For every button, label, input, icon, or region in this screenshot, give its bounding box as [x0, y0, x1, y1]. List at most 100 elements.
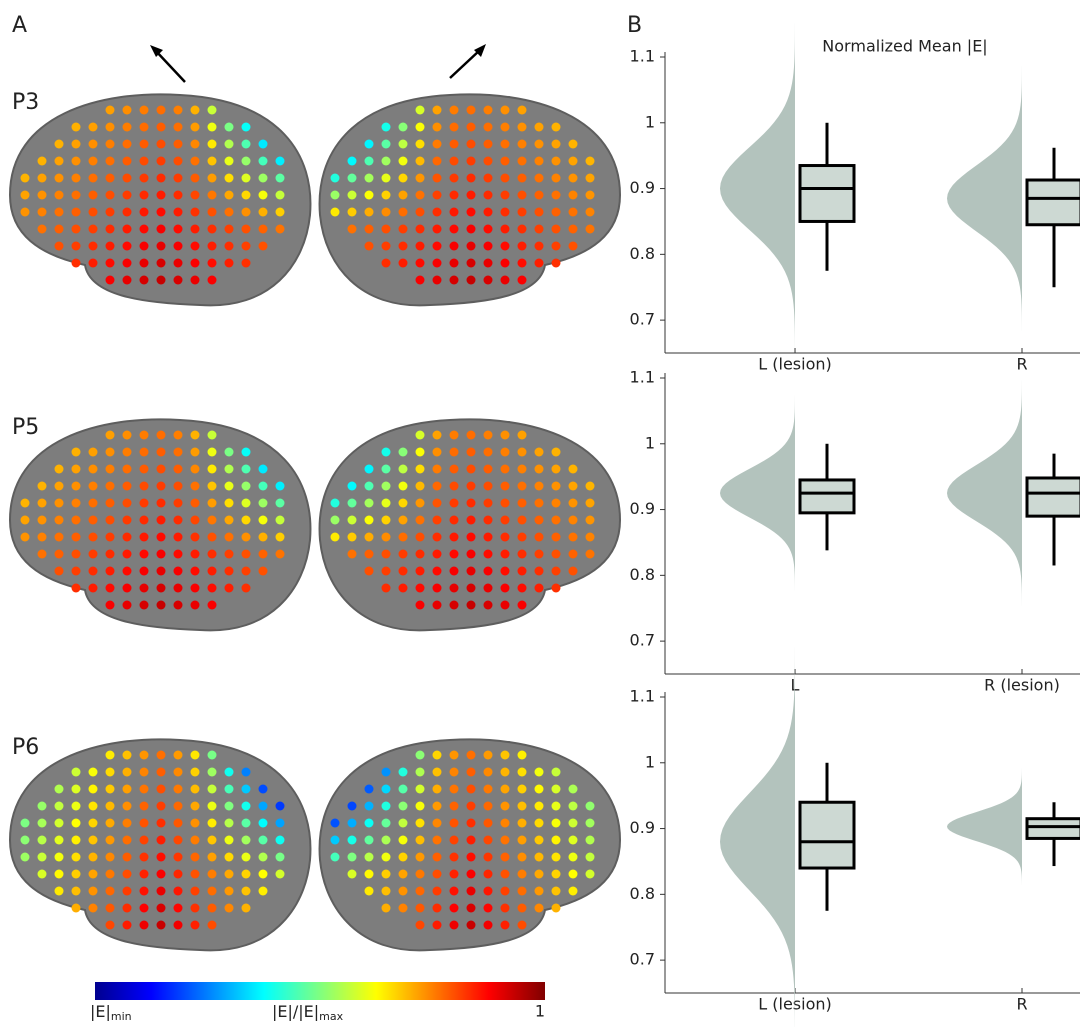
electrode — [433, 853, 442, 862]
electrode — [399, 499, 408, 508]
electrode — [55, 853, 64, 862]
electrode — [174, 259, 183, 268]
electrode — [106, 921, 115, 930]
electrode — [242, 802, 251, 811]
electrode — [191, 157, 200, 166]
electrode — [586, 482, 595, 491]
electrode — [106, 242, 115, 251]
electrode — [433, 921, 442, 930]
electrode — [416, 768, 425, 777]
electrode — [174, 174, 183, 183]
electrode — [484, 802, 493, 811]
electrode — [72, 499, 81, 508]
electrode — [484, 208, 493, 217]
electrode — [569, 887, 578, 896]
brains: P3P5P6 — [10, 90, 620, 950]
electrode — [259, 836, 268, 845]
electrode — [259, 802, 268, 811]
electrode — [140, 567, 149, 576]
electrode — [552, 768, 561, 777]
electrode — [106, 465, 115, 474]
electrode — [467, 550, 476, 559]
electrode — [518, 819, 527, 828]
electrode — [72, 482, 81, 491]
electrode — [89, 140, 98, 149]
electrode — [450, 465, 459, 474]
electrode — [191, 208, 200, 217]
electrode — [399, 157, 408, 166]
electrode — [259, 242, 268, 251]
electrode — [225, 904, 234, 913]
electrode — [38, 499, 47, 508]
electrode — [89, 768, 98, 777]
electrode — [225, 802, 234, 811]
electrode — [157, 465, 166, 474]
electrode — [416, 208, 425, 217]
electrode — [416, 550, 425, 559]
electrode — [433, 140, 442, 149]
electrode — [208, 870, 217, 879]
electrode — [89, 887, 98, 896]
electrode — [174, 785, 183, 794]
electrode — [484, 276, 493, 285]
electrode — [89, 157, 98, 166]
electrode — [225, 242, 234, 251]
electrode — [569, 836, 578, 845]
colorbar-mid: |E|/|E|max — [272, 1002, 344, 1024]
electrode — [157, 482, 166, 491]
electrode — [140, 870, 149, 879]
box — [800, 802, 854, 868]
electrode — [140, 550, 149, 559]
electrode — [123, 242, 132, 251]
electrode — [382, 140, 391, 149]
row-label: P5 — [12, 415, 39, 440]
electrode — [174, 448, 183, 457]
electrode — [399, 802, 408, 811]
electrode — [106, 140, 115, 149]
electrode — [174, 516, 183, 525]
electrode — [38, 516, 47, 525]
electrode — [348, 550, 357, 559]
electrode — [123, 225, 132, 234]
electrode — [518, 276, 527, 285]
electrode — [433, 431, 442, 440]
electrode — [225, 499, 234, 508]
electrode — [89, 259, 98, 268]
electrode — [106, 567, 115, 576]
electrode — [89, 819, 98, 828]
electrode — [242, 157, 251, 166]
electrode — [467, 887, 476, 896]
electrode — [276, 550, 285, 559]
electrode — [259, 853, 268, 862]
electrode — [140, 751, 149, 760]
electrode — [208, 904, 217, 913]
electrode — [38, 550, 47, 559]
electrode — [242, 584, 251, 593]
electrode — [552, 259, 561, 268]
electrode — [535, 499, 544, 508]
electrode — [569, 191, 578, 200]
electrode — [535, 802, 544, 811]
colorbar-max: 1 — [535, 1002, 545, 1021]
electrode — [416, 584, 425, 593]
electrode — [382, 465, 391, 474]
electrode — [569, 567, 578, 576]
electrode — [416, 887, 425, 896]
electrode — [140, 465, 149, 474]
electrode — [72, 123, 81, 132]
electrode — [450, 242, 459, 251]
electrode — [191, 584, 200, 593]
electrode — [467, 157, 476, 166]
electrode — [174, 921, 183, 930]
electrode — [225, 870, 234, 879]
electrode — [467, 499, 476, 508]
electrode — [467, 870, 476, 879]
electrode — [450, 225, 459, 234]
electrode — [208, 259, 217, 268]
electrode — [433, 482, 442, 491]
electrode — [467, 785, 476, 794]
electrode — [106, 819, 115, 828]
electrode — [552, 836, 561, 845]
electrode — [484, 448, 493, 457]
electrode — [399, 904, 408, 913]
